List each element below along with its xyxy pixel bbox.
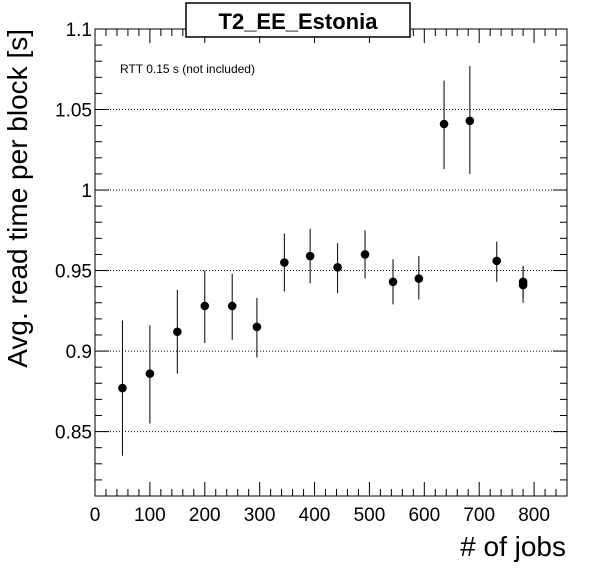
tick-labels: 0 100 200 300 400 500 600 700 800 0.85 0.9 0.95 1 1.0…: [55, 20, 550, 526]
rtt-annotation: RTT 0.15 s (not included): [120, 62, 255, 76]
y-tick-label: 1.05: [55, 101, 92, 122]
x-axis-label: # of jobs: [460, 531, 566, 562]
data-point: [333, 263, 342, 272]
data-point: [252, 322, 262, 332]
y-tick-label: 0.85: [55, 423, 92, 444]
data-point: [465, 116, 475, 126]
y-axis-label: Avg. read time per block [s]: [2, 29, 33, 368]
x-tick-label: 0: [90, 505, 101, 526]
data-point: [280, 258, 289, 267]
x-tick-label: 300: [244, 505, 276, 526]
x-tick-label: 400: [299, 505, 331, 526]
data-point: [200, 301, 210, 311]
title-box: [185, 2, 411, 38]
y-tick-label: 1.1: [66, 20, 92, 41]
data-points: [118, 66, 528, 456]
data-point: [518, 280, 528, 290]
data-point: [414, 274, 424, 283]
x-tick-label: 600: [408, 505, 440, 526]
x-tick-label: 100: [134, 505, 166, 526]
x-tick-label: 500: [354, 505, 386, 526]
x-tick-label: 700: [463, 505, 495, 526]
data-point: [360, 250, 370, 259]
data-point: [145, 369, 155, 378]
data-point: [173, 327, 182, 337]
chart-title: T2_EE_Estonia: [219, 9, 379, 34]
grid-lines: [95, 109, 567, 433]
y-tick-label: 0.95: [55, 262, 92, 283]
data-point: [492, 256, 502, 266]
x-tick-label: 800: [518, 505, 550, 526]
data-point: [439, 119, 449, 129]
y-tick-label: 1: [81, 181, 92, 202]
data-point: [305, 251, 315, 261]
data-point: [388, 277, 398, 287]
y-tick-label: 0.9: [66, 342, 92, 363]
data-point: [118, 383, 127, 393]
x-tick-label: 200: [189, 505, 221, 526]
data-point: [227, 301, 237, 311]
